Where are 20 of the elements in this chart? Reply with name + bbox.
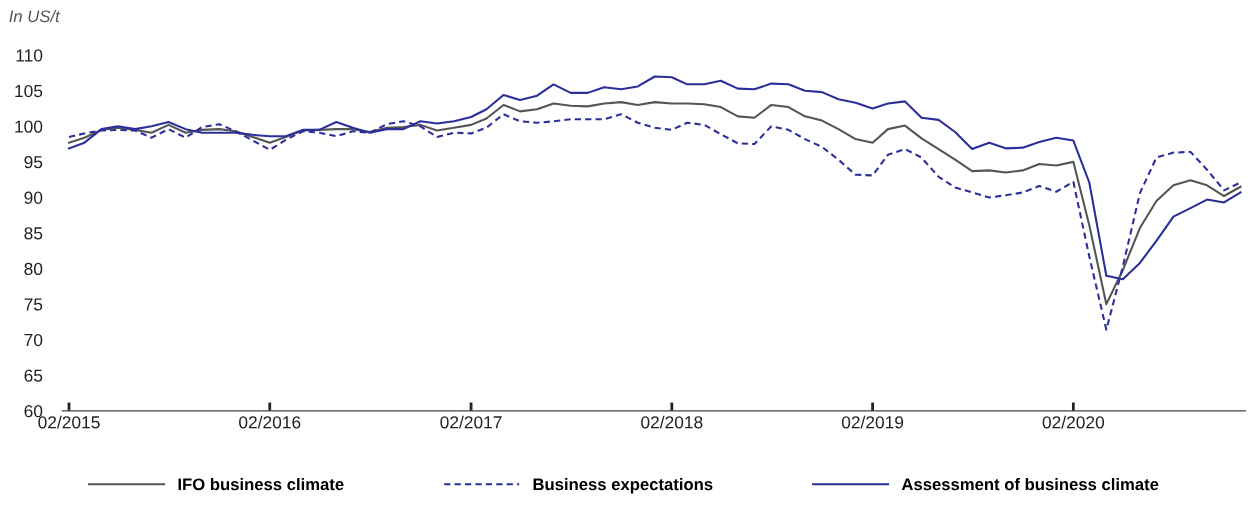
y-tick-label: 85: [24, 227, 43, 240]
legend-label: IFO business climate: [178, 477, 344, 491]
y-axis-title: In US/t: [9, 9, 61, 23]
y-tick-label: 110: [16, 49, 43, 62]
y-tick-label: 65: [24, 369, 43, 382]
y-tick-label: 80: [24, 262, 43, 276]
x-tick-label: 02/2020: [1042, 415, 1105, 429]
y-tick-label: 95: [24, 156, 43, 169]
y-tick-label: 70: [24, 333, 43, 347]
x-tick-label: 02/2019: [841, 415, 904, 429]
y-tick-label: 75: [24, 298, 43, 311]
legend-label: Business expectations: [533, 477, 713, 494]
x-tick-label: 02/2018: [641, 415, 703, 429]
x-tick-label: 02/2017: [440, 415, 502, 429]
line-series: [67, 101, 1242, 306]
x-tick-label: 02/2016: [239, 415, 301, 429]
y-tick-label: 100: [15, 120, 43, 133]
y-tick-label: 105: [15, 84, 43, 98]
y-tick-label: 90: [24, 191, 43, 204]
legend-label: Assessment of business climate: [901, 477, 1159, 491]
